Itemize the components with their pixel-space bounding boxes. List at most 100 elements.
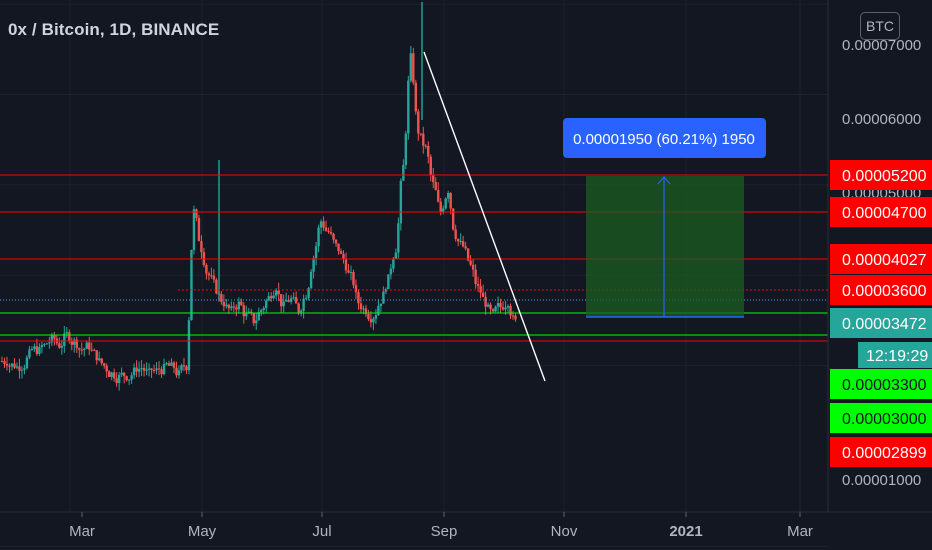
candle <box>85 340 88 350</box>
candle <box>439 197 442 216</box>
candle <box>252 312 255 327</box>
time-tick-label: May <box>188 523 217 540</box>
candle <box>359 296 363 314</box>
candle <box>73 337 76 353</box>
price-tag-label: 12:19:29 <box>866 348 928 365</box>
time-tick-label: Nov <box>551 523 578 540</box>
candle <box>302 294 305 319</box>
candle <box>304 294 308 300</box>
candle <box>255 312 258 330</box>
time-tick-label: Jul <box>312 523 331 540</box>
candle <box>3 357 6 369</box>
candle <box>70 337 73 351</box>
price-tag[interactable]: 0.00004027 <box>830 244 932 274</box>
candle <box>437 182 440 203</box>
candle <box>232 301 236 313</box>
candle <box>499 298 502 313</box>
candle <box>347 264 350 274</box>
candle <box>202 247 206 268</box>
time-axis[interactable]: Mar May Jul Sep Nov 2021 Mar <box>0 511 932 540</box>
candle <box>140 360 143 377</box>
candle <box>132 363 136 379</box>
price-tag[interactable]: 0.00002899 <box>830 437 932 467</box>
candle <box>65 327 69 339</box>
candle <box>342 250 345 264</box>
candle <box>399 178 403 231</box>
candle <box>260 308 263 316</box>
time-tick-label: Mar <box>787 523 813 540</box>
candle <box>294 291 298 304</box>
candle <box>324 220 328 232</box>
candle <box>120 367 123 378</box>
candle <box>235 304 238 317</box>
candle <box>317 224 320 253</box>
candle <box>187 316 191 375</box>
price-tag[interactable]: 12:19:29 <box>858 342 932 368</box>
candle <box>240 298 243 306</box>
candle <box>43 343 46 347</box>
currency-button[interactable]: BTC <box>860 12 900 40</box>
candle <box>192 205 196 255</box>
candle <box>8 363 11 373</box>
price-tag-label: 0.00003600 <box>842 283 927 300</box>
price-tag-label: 0.00002899 <box>842 445 927 462</box>
candle <box>35 338 39 356</box>
candle <box>337 243 340 255</box>
candle <box>122 372 126 384</box>
candle <box>225 298 228 309</box>
candle <box>407 75 410 140</box>
candle <box>157 361 161 376</box>
candles-layer <box>0 2 517 391</box>
candle <box>15 362 19 370</box>
candle <box>424 143 427 149</box>
candle <box>282 294 285 313</box>
candle <box>165 361 168 366</box>
candle <box>40 341 44 354</box>
candle <box>115 372 118 387</box>
candle <box>207 271 211 281</box>
price-tag[interactable]: 0.00003000 <box>830 403 932 433</box>
candle <box>175 361 178 378</box>
trendline[interactable] <box>423 51 546 382</box>
candle <box>33 343 36 352</box>
candle <box>352 269 355 289</box>
candle <box>222 294 226 312</box>
candle <box>476 276 480 292</box>
candle <box>142 363 146 377</box>
candle <box>389 264 393 280</box>
candle <box>162 358 166 376</box>
candle <box>496 296 500 314</box>
price-tag-label: 0.00003300 <box>842 377 927 394</box>
candle <box>374 309 378 324</box>
candle <box>387 274 390 290</box>
candle <box>332 232 335 244</box>
trendline-layer[interactable] <box>423 51 546 382</box>
measure-box[interactable] <box>586 176 744 317</box>
candle <box>384 287 388 295</box>
candle <box>327 227 330 234</box>
candle <box>357 289 360 310</box>
candle <box>454 224 457 242</box>
candle <box>55 335 59 346</box>
price-tag-label: 0.00003000 <box>842 411 927 428</box>
candle <box>344 252 348 274</box>
price-tag[interactable]: 0.00003600 <box>830 275 932 305</box>
candle <box>95 350 98 365</box>
candle <box>277 282 280 302</box>
price-tag[interactable]: 0.00004700 <box>830 197 932 227</box>
price-axis[interactable]: 0.000070000.000060000.000050000.00004000… <box>827 0 932 512</box>
measure-tool[interactable]: 0.00001950 (60.21%) 1950 <box>563 118 766 318</box>
candle <box>78 347 81 358</box>
candle <box>100 358 103 366</box>
candle <box>444 197 447 210</box>
candle <box>349 265 353 281</box>
candle <box>464 242 467 251</box>
candle <box>379 303 383 313</box>
price-tag[interactable]: 0.00003300 <box>830 369 932 399</box>
candle <box>275 288 278 300</box>
price-tag[interactable]: 0.00003472 <box>830 308 932 338</box>
price-tag[interactable]: 0.00005200 <box>830 160 932 190</box>
candle <box>160 366 163 378</box>
candle <box>25 355 29 370</box>
